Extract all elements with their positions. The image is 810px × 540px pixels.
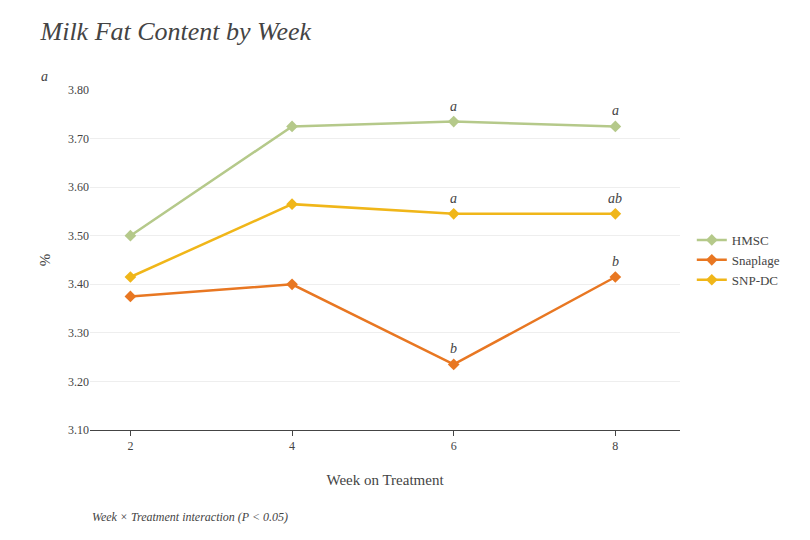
svg-text:a: a — [41, 69, 48, 84]
svg-text:Week on Treatment: Week on Treatment — [326, 472, 444, 488]
svg-text:HMSC: HMSC — [732, 233, 769, 248]
svg-text:b: b — [612, 254, 619, 269]
svg-text:%: % — [37, 254, 53, 267]
svg-text:SNP-DC: SNP-DC — [732, 273, 778, 288]
svg-text:a: a — [450, 191, 457, 206]
svg-text:3.50: 3.50 — [68, 229, 89, 243]
svg-text:4: 4 — [289, 439, 295, 453]
svg-text:3.30: 3.30 — [68, 326, 89, 340]
svg-text:3.10: 3.10 — [68, 423, 89, 437]
svg-text:3.40: 3.40 — [68, 277, 89, 291]
svg-text:ab: ab — [608, 191, 622, 206]
svg-text:b: b — [450, 341, 457, 356]
svg-text:a: a — [612, 103, 619, 118]
svg-text:Snaplage: Snaplage — [732, 253, 780, 268]
svg-text:Milk Fat Content by Week: Milk Fat Content by Week — [40, 17, 312, 46]
svg-text:8: 8 — [612, 439, 618, 453]
svg-text:3.60: 3.60 — [68, 180, 89, 194]
svg-text:3.20: 3.20 — [68, 375, 89, 389]
svg-text:Week × Treatment interaction (: Week × Treatment interaction (P < 0.05) — [92, 510, 288, 524]
svg-text:3.80: 3.80 — [68, 83, 89, 97]
svg-text:3.70: 3.70 — [68, 132, 89, 146]
svg-text:2: 2 — [127, 439, 133, 453]
svg-text:a: a — [450, 99, 457, 114]
svg-text:6: 6 — [451, 439, 457, 453]
